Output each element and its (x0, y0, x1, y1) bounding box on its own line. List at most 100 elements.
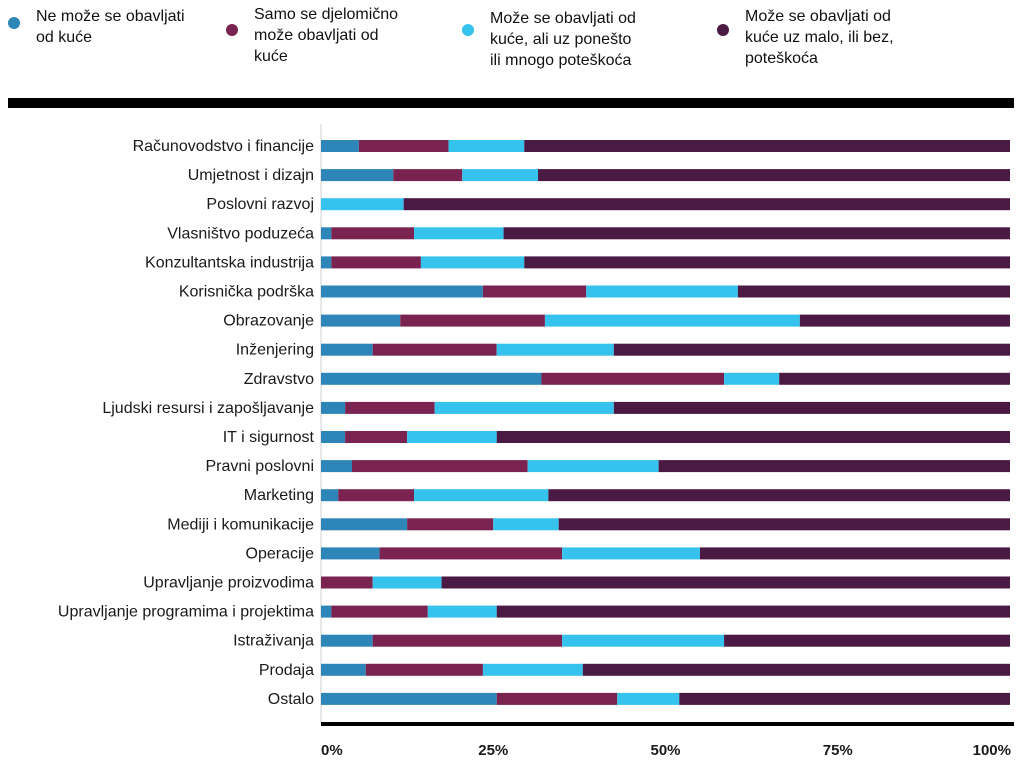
category-label: Upravljanje proizvodima (143, 575, 314, 592)
bar-segment (548, 489, 1010, 502)
bar-segment (562, 547, 700, 560)
category-label: Istraživanja (233, 633, 314, 650)
bar-segment (321, 576, 373, 589)
category-label: Konzultantska industrija (145, 254, 314, 271)
legend-item-cannot-remote: Ne može se obavljati od kuće (8, 0, 185, 48)
bar-segment (407, 518, 494, 531)
category-label: Zdravstvo (244, 371, 314, 388)
bar-segment (524, 140, 1010, 152)
category-label: Korisnička podrška (179, 284, 314, 301)
bar-segment (372, 343, 497, 356)
x-tick-label: 0% (321, 742, 343, 759)
legend-swatch (8, 17, 20, 29)
bar-segment (352, 460, 528, 473)
bar-segment (321, 227, 332, 240)
bar-segment (496, 692, 618, 705)
legend-item-remote-with-difficulty: Može se obavljati od kuće, ali uz ponešt… (462, 0, 636, 71)
bar-segment (503, 227, 1010, 240)
category-label: Upravljanje programima i projektima (58, 604, 314, 621)
legend-swatch (717, 24, 729, 36)
bar-segment (562, 634, 725, 647)
bar-segment (321, 140, 359, 152)
bar-segment (496, 431, 1010, 443)
legend-swatch (462, 24, 474, 36)
bar-segment (737, 285, 1010, 298)
bar-segment (331, 227, 415, 240)
bar-segment (658, 460, 1010, 473)
bar-segment (482, 285, 587, 298)
bar-segment (321, 285, 483, 298)
stacked-bar-chart: Računovodstvo i financije Umjetnost i diz… (58, 124, 1014, 759)
bar-segment (414, 227, 504, 240)
bar-segment (427, 605, 497, 618)
bar-segment (407, 431, 497, 443)
bar-segment (331, 256, 421, 269)
category-label: Vlasništvo poduzeća (167, 225, 314, 242)
chart-legend: Ne može se obavljati od kuće Samo se dje… (0, 0, 1016, 90)
bar-segment (586, 285, 738, 298)
bar-segment (414, 489, 549, 502)
category-label: IT i sigurnost (223, 429, 315, 446)
x-tick-label: 75% (823, 742, 853, 759)
bar-segment (345, 431, 408, 443)
category-label: Ljudski resursi i zapošljavanje (102, 400, 314, 417)
bar-segment (400, 314, 545, 327)
bar-segment (331, 605, 428, 618)
category-label: Ostalo (268, 691, 314, 708)
bar-segment (724, 634, 1010, 647)
bar-segment (321, 256, 332, 269)
category-label: Mediji i komunikacije (167, 516, 314, 533)
bar-segment (799, 314, 1010, 327)
bar-segment (496, 343, 614, 356)
bar-segment (403, 198, 1010, 211)
bar-segment (321, 169, 394, 182)
legend-label: Samo se djelomično može obavljati od kuć… (254, 6, 399, 65)
category-label: Računovodstvo i financije (133, 138, 315, 155)
bar-segment (321, 460, 353, 473)
bar-segment (462, 169, 539, 182)
x-tick-label: 25% (478, 742, 508, 759)
category-label: Pravni poslovni (206, 458, 315, 475)
bar-segment (441, 576, 1010, 589)
bar-segment (724, 372, 780, 385)
bar-segment (345, 401, 435, 414)
legend-item-remote-easily: Može se obavljati od kuće uz malo, ili b… (717, 0, 894, 69)
bar-segment (679, 692, 1010, 705)
bar-segment (434, 401, 614, 414)
bar-segment (558, 518, 1010, 531)
bar-segment (613, 401, 1010, 414)
top-divider-bar (8, 98, 1014, 108)
legend-swatch (226, 24, 238, 36)
bar-segment (321, 663, 366, 676)
bar-segment (538, 169, 1010, 182)
x-tick-label: 50% (650, 742, 680, 759)
bar-segment (321, 343, 373, 356)
x-tick-label: 100% (973, 742, 1011, 759)
bar-segment (582, 663, 1010, 676)
category-label: Poslovni razvoj (206, 196, 314, 213)
bar-segment (779, 372, 1010, 385)
bar-segment (493, 518, 559, 531)
legend-label: Ne može se obavljati od kuće (36, 8, 185, 46)
legend-label: Može se obavljati od kuće, ali uz ponešt… (490, 10, 636, 69)
category-label: Umjetnost i dizajn (188, 167, 314, 184)
bar-segment (321, 605, 332, 618)
bar-segment (321, 314, 401, 327)
bar-segment (321, 692, 497, 705)
bar-segment (448, 140, 525, 152)
bar-segment (321, 547, 380, 560)
bar-segment (393, 169, 463, 182)
bar-segment (613, 343, 1010, 356)
bar-segment (524, 256, 1010, 269)
bar-segment (699, 547, 1010, 560)
bar-segment (544, 314, 800, 327)
legend-item-partially-remote: Samo se djelomično može obavljati od kuć… (226, 0, 398, 67)
bar-segment (365, 663, 483, 676)
category-label: Operacije (246, 545, 315, 562)
bar-segment (617, 692, 680, 705)
bar-segment (321, 489, 339, 502)
bar-segment (482, 663, 583, 676)
bar-segment (321, 634, 373, 647)
bar-segment (338, 489, 415, 502)
bar-segment (372, 634, 563, 647)
